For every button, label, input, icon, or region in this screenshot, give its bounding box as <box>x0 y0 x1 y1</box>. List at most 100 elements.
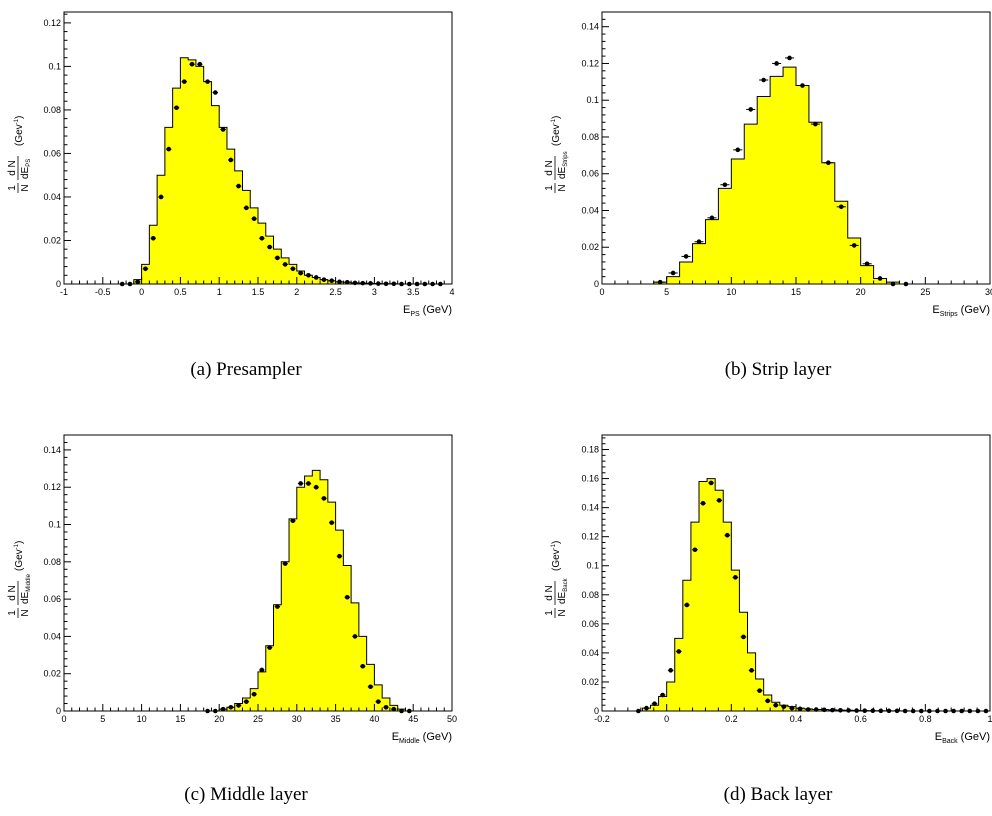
data-point <box>173 105 180 111</box>
data-point <box>367 281 374 286</box>
svg-text:(Gev-1): (Gev-1) <box>551 116 562 146</box>
data-point <box>282 561 288 566</box>
x-tick-label: 3.5 <box>407 287 420 297</box>
chart-panel-a: -1 -0.5 0 0.5 1 1.5 2 2.5 3 3.5 4 0 0.02 0.04 0.06 0.08… <box>7 11 455 380</box>
y-tick-label: 0.06 <box>43 594 61 604</box>
data-point <box>197 61 203 67</box>
svg-text:N: N <box>20 609 31 616</box>
data-point <box>383 704 389 710</box>
svg-text:N: N <box>20 184 31 191</box>
data-point <box>212 90 219 95</box>
svg-text:(Gev-1): (Gev-1) <box>14 116 25 146</box>
x-tick-label: 25 <box>253 714 263 724</box>
chart-panel-b: 0 5 10 15 20 25 30 0 0.02 0.04 0.06 0.08 0.1 0.12 0.14… <box>544 11 992 380</box>
svg-text:1: 1 <box>544 185 555 191</box>
data-point <box>305 481 312 486</box>
data-point <box>189 61 195 67</box>
data-point <box>266 244 273 250</box>
x-tick-label: 0 <box>664 714 669 724</box>
x-axis-label: EBack (GeV) <box>935 731 990 745</box>
y-tick-label: 0.04 <box>43 631 61 641</box>
y-tick-label: 0.12 <box>43 18 61 28</box>
x-tick-label: 4 <box>449 287 454 297</box>
chart-panel-d: -0.2 0 0.2 0.4 0.6 0.8 100.020.040.060.080.10.… <box>544 434 992 805</box>
y-tick-label: 0.08 <box>581 132 599 142</box>
svg-text:(Gev-1): (Gev-1) <box>551 541 562 571</box>
y-tick-label: 0.06 <box>581 619 599 629</box>
data-point <box>228 157 234 163</box>
svg-text:d N: d N <box>544 160 555 176</box>
x-tick-label: -1 <box>60 287 68 297</box>
data-point <box>274 604 281 609</box>
data-point <box>274 255 281 261</box>
panel-caption: (c) Middle layer <box>184 784 308 805</box>
x-axis-label: EMiddle (GeV) <box>392 731 452 745</box>
x-tick-label: 30 <box>292 714 302 724</box>
data-point <box>181 79 187 84</box>
data-point <box>748 668 755 673</box>
data-point <box>360 663 366 669</box>
data-point <box>707 215 717 221</box>
data-point <box>251 691 257 697</box>
data-point <box>313 484 319 490</box>
x-tick-label: -0.2 <box>594 714 610 724</box>
y-tick-label: 0.02 <box>43 235 61 245</box>
data-point <box>344 279 350 285</box>
x-tick-label: 0 <box>599 287 604 297</box>
data-point <box>297 270 304 276</box>
data-point <box>708 480 714 486</box>
data-point <box>360 280 366 286</box>
data-point <box>772 702 779 708</box>
y-tick-label: 0.02 <box>581 242 599 252</box>
x-tick-label: 1 <box>987 714 992 724</box>
data-point <box>158 194 164 200</box>
x-tick-label: 40 <box>369 714 379 724</box>
y-tick-label: 0.08 <box>581 590 599 600</box>
y-tick-label: 0 <box>594 706 599 716</box>
data-point <box>862 261 872 267</box>
x-axis-label: EStrips (GeV) <box>932 304 990 318</box>
x-tick-label: 0 <box>61 714 66 724</box>
data-point <box>336 553 343 559</box>
data-point <box>785 55 795 61</box>
y-tick-label: 0.16 <box>581 474 599 484</box>
data-point <box>220 706 226 712</box>
plot-frame <box>63 434 453 712</box>
y-tick-label: 0.1 <box>586 561 599 571</box>
x-tick-label: 0.5 <box>174 287 187 297</box>
svg-text:dEBack: dEBack <box>557 577 569 604</box>
x-tick-label: 35 <box>331 714 341 724</box>
data-point <box>321 277 327 282</box>
x-tick-label: 2 <box>294 287 299 297</box>
data-point <box>720 182 730 188</box>
data-point <box>266 645 273 650</box>
data-point <box>344 594 350 600</box>
y-tick-label: 0.06 <box>43 148 61 158</box>
data-point <box>789 705 795 711</box>
data-point <box>142 266 149 272</box>
data-point <box>352 280 358 286</box>
y-tick-label: 0 <box>594 279 599 289</box>
data-point <box>251 216 257 222</box>
data-point <box>329 520 335 525</box>
data-point <box>692 547 698 553</box>
data-point <box>849 243 859 248</box>
svg-text:1: 1 <box>7 610 18 616</box>
y-tick-label: 0.04 <box>43 192 61 202</box>
chart-panel-c: 0 5 10 15 20 25 30 35 40 45 50 0 0.02 0.04 0.06 0.08 0.1… <box>7 434 457 805</box>
x-tick-label: 0.6 <box>854 714 867 724</box>
x-tick-label: 5 <box>100 714 105 724</box>
svg-text:dEStrips: dEStrips <box>557 151 569 179</box>
x-tick-label: 15 <box>175 714 185 724</box>
svg-text:d N: d N <box>7 585 18 601</box>
x-tick-label: 10 <box>137 714 147 724</box>
y-tick-label: 0.12 <box>581 532 599 542</box>
data-point <box>259 667 265 673</box>
x-tick-label: 1.5 <box>252 287 265 297</box>
data-point <box>135 279 141 285</box>
svg-text:dEPS: dEPS <box>20 159 32 179</box>
x-tick-label: -0.5 <box>95 287 111 297</box>
y-tick-label: 0.04 <box>581 205 599 215</box>
